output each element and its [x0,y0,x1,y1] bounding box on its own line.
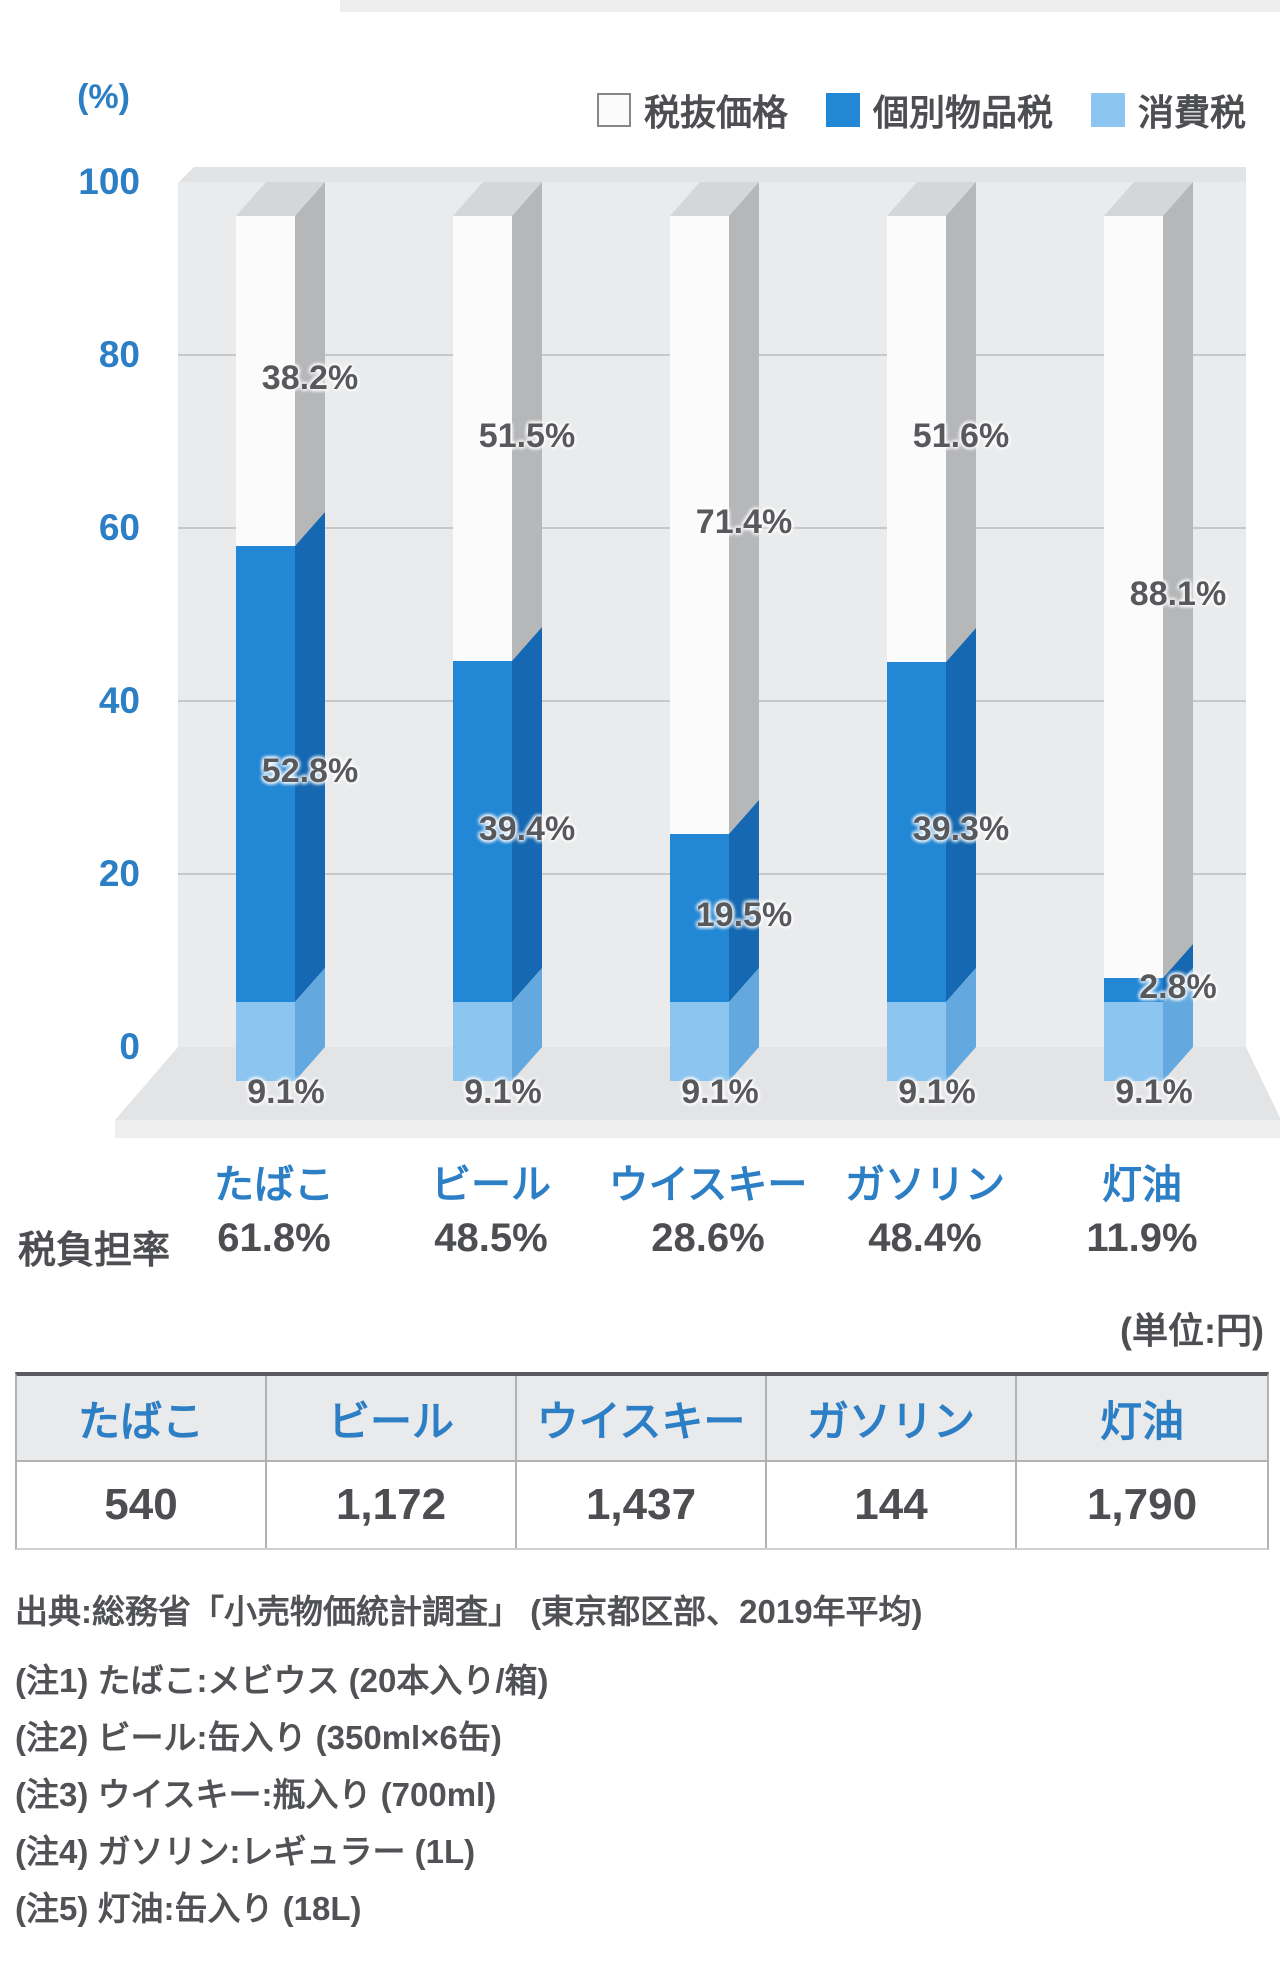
segment-front-消費税 [236,1002,295,1081]
legend-swatch-icon [825,93,860,127]
category-label-ガソリン: ガソリン [845,1163,1005,1207]
y-axis-tick-0: 0 [119,1026,140,1067]
label-excise-ビール: 39.4% [478,809,576,848]
segment-front-税抜価格 [670,216,729,834]
segment-front-消費税 [670,1002,729,1081]
footnote-5: (注5) 灯油:缶入り (18L) [15,1890,362,1927]
legend-swatch-icon [596,93,631,127]
bar-front-ウイスキー [670,216,729,1081]
segment-front-個別物品税 [887,662,946,1003]
tax-burden-value-灯油: 11.9% [1086,1216,1198,1260]
y-axis-unit-label: (%) [77,78,130,116]
category-label-灯油: 灯油 [1102,1163,1182,1207]
table-value-ビール: 1,172 [267,1462,517,1548]
segment-front-消費税 [453,1002,512,1081]
bar-side-ウイスキー [729,182,759,1081]
footnotes: (注1) たばこ:メビウス (20本入り/箱) (注2) ビール:缶入り (350… [15,1652,549,1937]
segment-front-個別物品税 [670,833,729,1003]
legend-item-消費税: 消費税 [1090,84,1246,136]
bar-side-ビール [512,182,542,1081]
label-taxfree-ガソリン: 51.6% [912,417,1010,456]
chart-legend: 税抜価格 個別物品税 消費税 [596,84,1246,136]
legend-item-個別物品税: 個別物品税 [825,84,1053,136]
top-decorative-strip [340,0,1280,12]
bar-side-灯油 [1163,182,1193,1081]
y-axis-tick-60: 60 [98,507,140,548]
table-value-たばこ: 540 [17,1462,267,1548]
tax-burden-caption: 税負担率 [18,1230,171,1272]
segment-front-税抜価格 [1104,216,1163,979]
bar-front-灯油 [1104,216,1163,1081]
table-value-灯油: 1,790 [1017,1462,1267,1548]
segment-front-税抜価格 [887,216,946,663]
table-value-ウイスキー: 1,437 [517,1462,767,1548]
label-consumption-ウイスキー: 9.1% [681,1073,759,1111]
legend-label: 消費税 [1137,92,1246,133]
table-value-ガソリン: 144 [767,1462,1017,1548]
table-header-灯油: 灯油 [1017,1376,1267,1462]
tax-burden-value-ビール: 48.5% [434,1216,548,1260]
label-excise-ウイスキー: 19.5% [695,895,793,934]
legend-item-税抜価格: 税抜価格 [596,84,788,136]
segment-front-個別物品税 [236,546,295,1003]
table-header-たばこ: たばこ [17,1376,267,1462]
category-label-ビール: ビール [431,1163,551,1207]
source-citation: 出典:総務省「小売物価統計調査」 (東京都区部、2019年平均) [15,1593,923,1630]
label-taxfree-灯油: 88.1% [1129,575,1227,614]
bar-front-たばこ [236,216,295,1081]
legend-swatch-icon [1090,93,1125,127]
y-axis-tick-100: 100 [78,161,140,202]
tax-burden-value-ウイスキー: 28.6% [651,1216,765,1260]
label-consumption-たばこ: 9.1% [247,1073,325,1111]
segment-front-税抜価格 [453,216,512,662]
label-taxfree-ウイスキー: 71.4% [695,502,793,541]
category-label-ウイスキー: ウイスキー [608,1163,808,1207]
table-header-ウイスキー: ウイスキー [517,1376,767,1462]
category-label-たばこ: たばこ [214,1163,334,1207]
table-header-ビール: ビール [267,1376,517,1462]
chart-wall-top-bevel [178,167,1246,183]
tax-burden-value-ガソリン: 48.4% [868,1216,982,1260]
legend-label: 税抜価格 [643,92,788,133]
label-consumption-灯油: 9.1% [1115,1073,1193,1111]
segment-front-個別物品税 [1104,978,1163,1003]
label-taxfree-ビール: 51.5% [478,416,576,455]
footnote-4: (注4) ガソリン:レギュラー (1L) [15,1833,476,1870]
label-excise-ガソリン: 39.3% [912,810,1010,849]
y-axis-tick-40: 40 [98,680,140,721]
bar-side-たばこ [295,182,325,1081]
segment-front-税抜価格 [236,216,295,547]
y-axis-tick-20: 20 [98,853,140,894]
label-consumption-ガソリン: 9.1% [898,1073,976,1111]
label-excise-たばこ: 52.8% [261,751,359,790]
table-header-ガソリン: ガソリン [767,1376,1017,1462]
label-taxfree-たばこ: 38.2% [261,359,359,398]
segment-front-消費税 [887,1002,946,1081]
bar-front-ビール [453,216,512,1081]
bar-side-ガソリン [946,182,976,1081]
footnote-1: (注1) たばこ:メビウス (20本入り/箱) [15,1662,549,1699]
segment-front-消費税 [1104,1002,1163,1081]
footnote-2: (注2) ビール:缶入り (350ml×6缶) [15,1719,502,1756]
label-excise-灯油: 2.8% [1139,968,1217,1007]
tax-burden-value-たばこ: 61.8% [217,1216,331,1260]
y-axis-tick-80: 80 [98,334,140,375]
footnote-3: (注3) ウイスキー:瓶入り (700ml) [15,1776,497,1813]
price-table: たばこ ビール ウイスキー ガソリン 灯油 540 1,172 1,437 144 1,790 [15,1372,1269,1550]
legend-label: 個別物品税 [872,92,1053,133]
bar-front-ガソリン [887,216,946,1081]
table-unit-note: (単位:円) [1120,1310,1264,1351]
segment-front-個別物品税 [453,661,512,1003]
label-consumption-ビール: 9.1% [464,1073,542,1111]
